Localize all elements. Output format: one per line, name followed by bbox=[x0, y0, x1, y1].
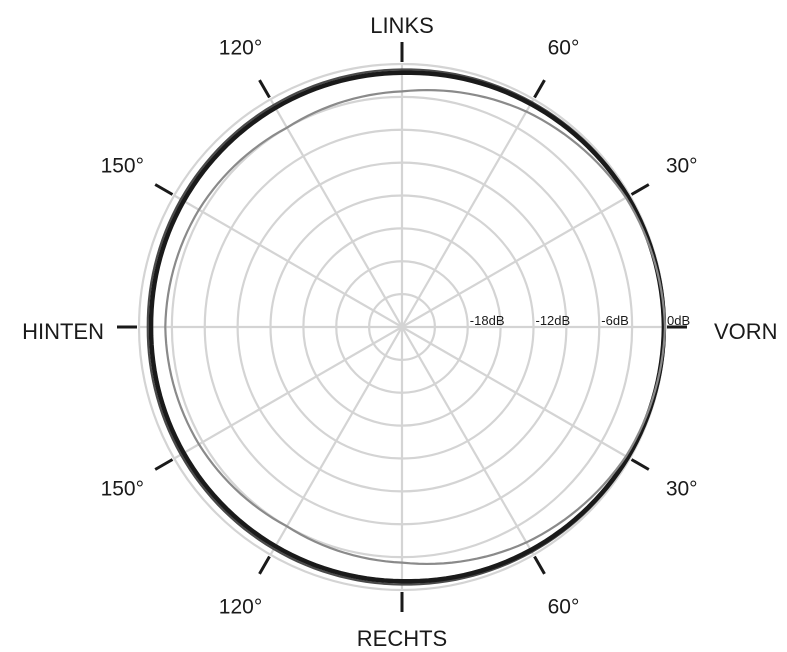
label-right: RECHTS bbox=[357, 626, 447, 651]
angle-tick bbox=[154, 183, 174, 196]
grid-spoke bbox=[401, 326, 535, 556]
grid-spoke bbox=[401, 98, 535, 328]
angle-tick bbox=[630, 458, 650, 471]
series-curve bbox=[164, 88, 667, 566]
angle-tick bbox=[630, 183, 650, 196]
db-tick-labels: -18dB -12dB -6dB 0dB bbox=[470, 313, 690, 328]
label-front: VORN bbox=[714, 319, 778, 344]
grid-spoke bbox=[269, 326, 403, 556]
grid-spoke bbox=[401, 194, 631, 328]
angle-tick bbox=[533, 555, 546, 575]
angle-tick bbox=[154, 458, 174, 471]
angle-label: 150° bbox=[101, 478, 144, 501]
grid-spoke bbox=[173, 326, 403, 460]
db-tick-label: -18dB bbox=[470, 313, 505, 328]
angle-tick-marks bbox=[117, 42, 687, 612]
angle-label: 30° bbox=[666, 155, 698, 178]
angle-tick bbox=[533, 79, 546, 99]
grid-spoke bbox=[269, 98, 403, 328]
series-layer bbox=[146, 68, 667, 586]
db-tick-label: -12dB bbox=[536, 313, 571, 328]
db-tick-label: -6dB bbox=[601, 313, 628, 328]
angle-label: 60° bbox=[548, 596, 580, 619]
angle-label: 60° bbox=[548, 36, 580, 59]
angle-tick bbox=[258, 79, 271, 99]
angle-label: 120° bbox=[219, 596, 262, 619]
grid-spoke bbox=[173, 194, 403, 328]
series-curve bbox=[148, 70, 667, 584]
angle-label: 150° bbox=[101, 155, 144, 178]
label-back: HINTEN bbox=[22, 319, 104, 344]
angle-label: 30° bbox=[666, 478, 698, 501]
angle-tick bbox=[258, 555, 271, 575]
grid-spokes bbox=[139, 64, 665, 590]
angle-labels: 30° 60° 120° 150° 30° 60° 120° 150° bbox=[101, 36, 698, 618]
label-left: LINKS bbox=[370, 13, 434, 38]
angle-label: 120° bbox=[219, 36, 262, 59]
grid-spoke bbox=[401, 326, 631, 460]
db-tick-label: 0dB bbox=[667, 313, 690, 328]
